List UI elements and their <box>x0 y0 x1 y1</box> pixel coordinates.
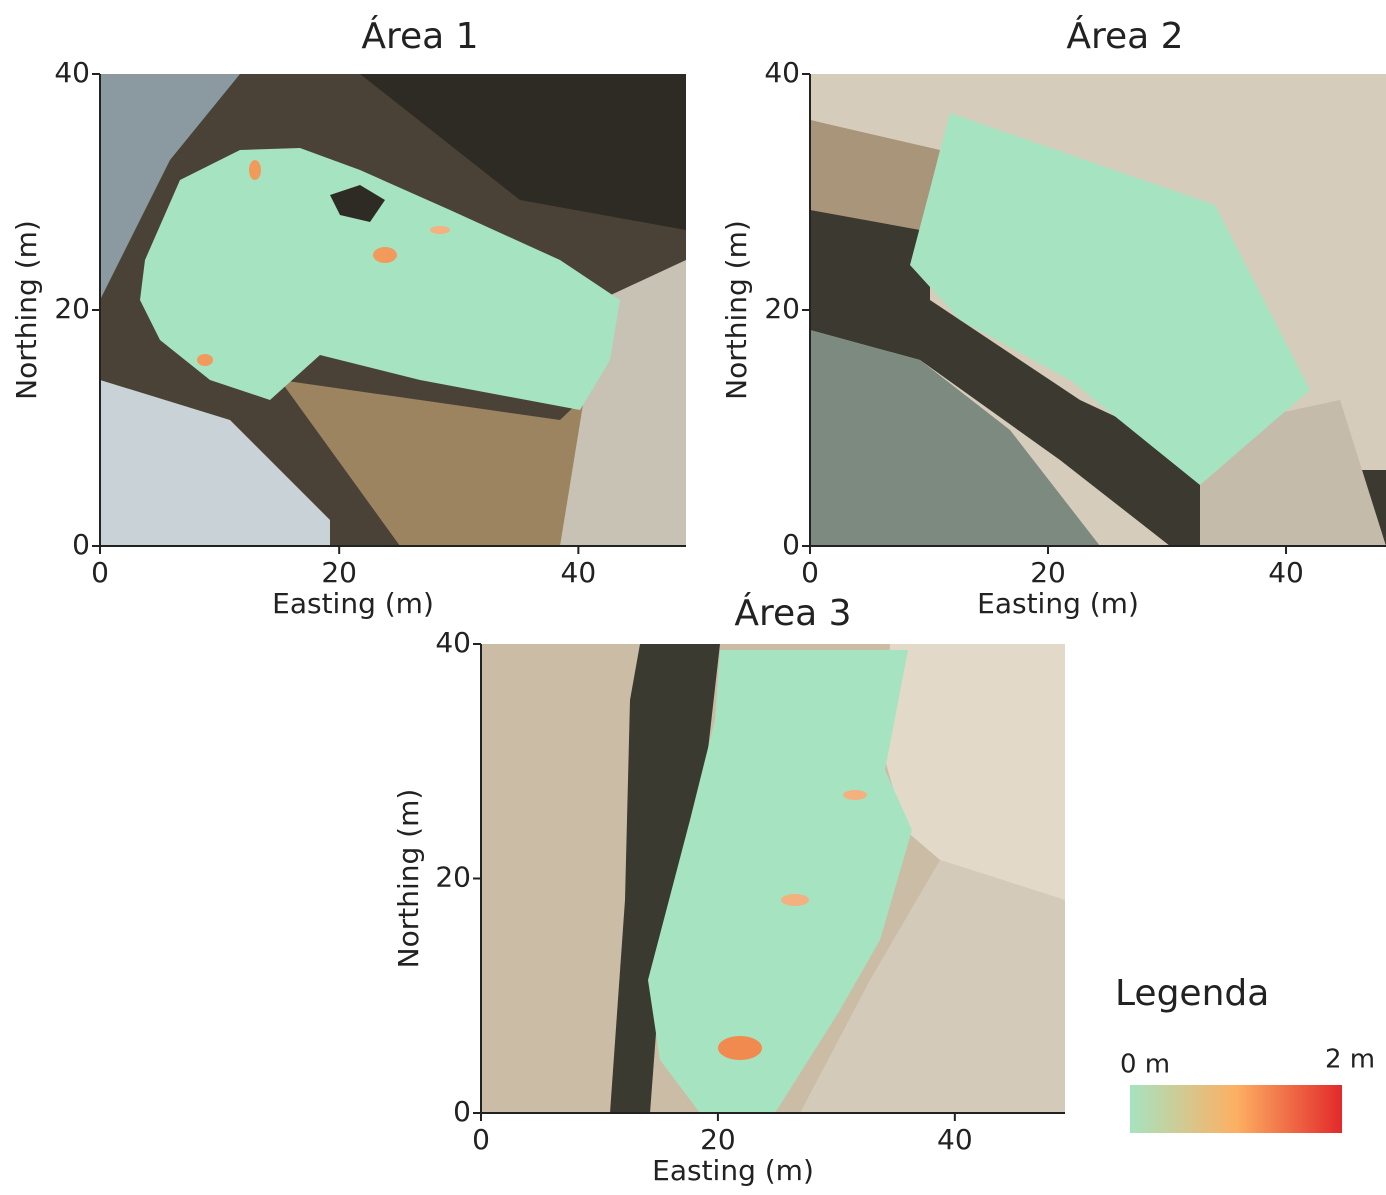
x-tick-label: 40 <box>1268 556 1304 589</box>
legend-colorbar <box>1130 1085 1342 1133</box>
x-axis-label: Easting (m) <box>977 587 1139 620</box>
aerial-image <box>100 74 686 546</box>
x-tick-label: 0 <box>91 556 109 589</box>
y-axis-label: Northing (m) <box>10 220 43 400</box>
y-tick-label: 20 <box>435 861 471 894</box>
chart-title: Área 3 <box>734 592 851 634</box>
y-tick-label: 40 <box>764 56 800 89</box>
figure: Legenda 0 m 2 m Área 10204002040Easting … <box>0 0 1386 1191</box>
x-tick-label: 0 <box>472 1123 490 1156</box>
y-tick-label: 0 <box>453 1095 471 1128</box>
legend-min-label: 0 m <box>1120 1050 1170 1080</box>
x-axis-label: Easting (m) <box>652 1154 814 1187</box>
legend-title: Legenda <box>1115 973 1269 1014</box>
x-tick-label: 20 <box>700 1123 736 1156</box>
x-tick-label: 20 <box>1030 556 1066 589</box>
y-axis-label: Northing (m) <box>720 220 753 400</box>
y-tick-label: 20 <box>764 292 800 325</box>
y-tick-label: 40 <box>54 56 90 89</box>
aerial-image <box>810 74 1386 546</box>
x-tick-label: 0 <box>801 556 819 589</box>
y-axis-label: Northing (m) <box>392 789 425 969</box>
chart-title: Área 2 <box>1066 15 1183 57</box>
x-tick-label: 20 <box>321 556 357 589</box>
legend-max-label: 2 m <box>1325 1045 1375 1075</box>
y-tick-label: 0 <box>782 528 800 561</box>
y-tick-label: 40 <box>435 626 471 659</box>
x-tick-label: 40 <box>937 1123 973 1156</box>
x-tick-label: 40 <box>561 556 597 589</box>
aerial-image <box>481 644 1065 1113</box>
y-tick-label: 20 <box>54 292 90 325</box>
chart-title: Área 1 <box>361 15 478 57</box>
x-axis-label: Easting (m) <box>272 587 434 620</box>
y-tick-label: 0 <box>72 528 90 561</box>
